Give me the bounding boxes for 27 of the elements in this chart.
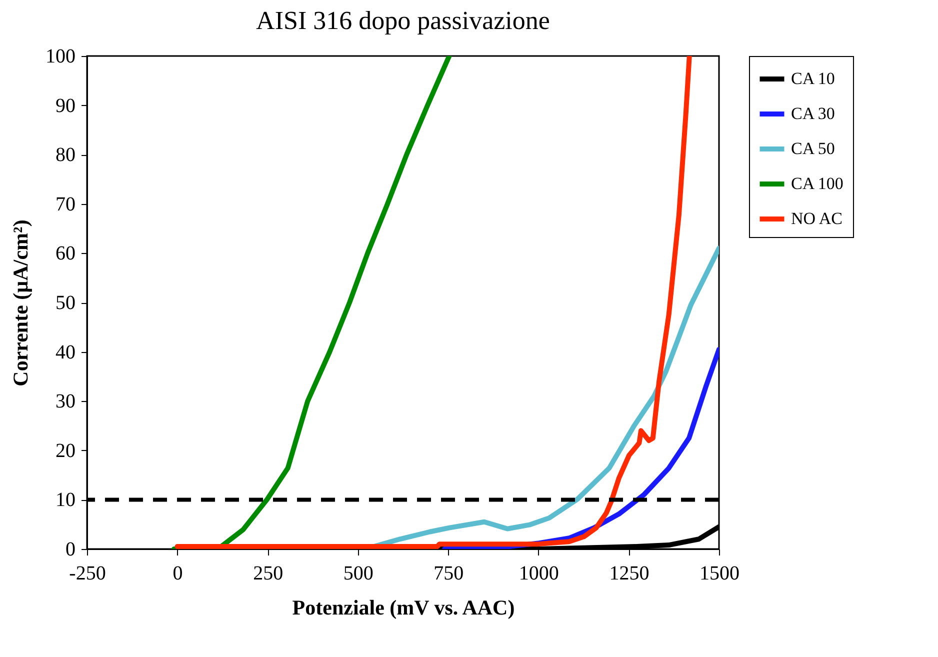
- legend-label: CA 100: [791, 174, 844, 193]
- x-tick-label: 250: [253, 562, 284, 584]
- legend-label: NO AC: [791, 209, 842, 228]
- y-tick-label: 40: [56, 341, 76, 364]
- y-tick-label: 60: [56, 242, 76, 265]
- legend-label: CA 30: [791, 104, 835, 123]
- y-tick-label: 70: [56, 193, 76, 216]
- y-tick-label: 10: [56, 489, 76, 512]
- y-tick-label: 20: [56, 440, 76, 462]
- x-tick-label: 1250: [609, 562, 650, 584]
- y-tick-label: 90: [56, 94, 76, 117]
- y-tick-label: 80: [56, 144, 76, 166]
- y-tick-label: 0: [66, 538, 76, 560]
- legend-label: CA 50: [791, 139, 835, 158]
- chart-title: AISI 316 dopo passivazione: [256, 6, 550, 35]
- x-tick-label: 750: [434, 562, 464, 584]
- y-tick-label: 100: [46, 46, 76, 68]
- x-tick-label: 1000: [518, 562, 559, 584]
- y-tick-label: 50: [56, 292, 76, 314]
- x-axis-title: Potenziale (mV vs. AAC): [292, 596, 515, 620]
- legend-label: CA 10: [791, 69, 835, 88]
- x-tick-label: 0: [172, 562, 183, 584]
- y-axis-title: Corrente (µA/cm²): [8, 220, 32, 386]
- x-tick-label: -250: [69, 562, 106, 584]
- y-tick-label: 30: [56, 390, 76, 413]
- x-tick-label: 500: [343, 562, 374, 584]
- x-tick-label: 1500: [700, 562, 740, 584]
